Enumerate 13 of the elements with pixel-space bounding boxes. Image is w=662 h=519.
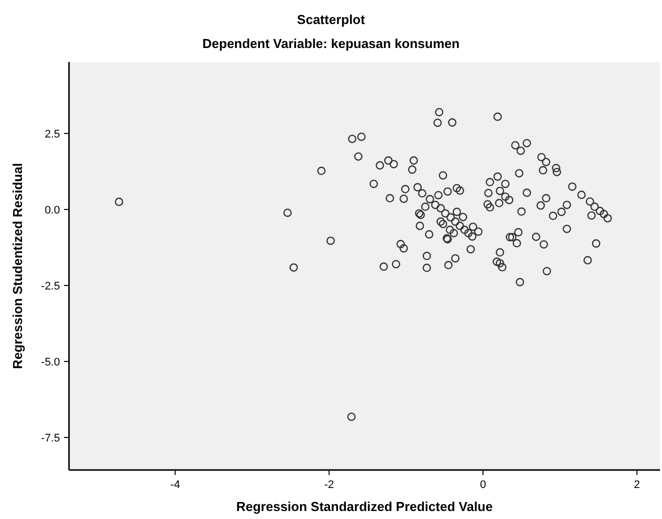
x-tick-label: 2: [634, 479, 640, 491]
y-tick-label: -2.5: [41, 280, 60, 292]
chart-title: Scatterplot: [297, 12, 366, 27]
y-tick-label: -5.0: [41, 356, 60, 368]
x-axis-title: Regression Standardized Predicted Value: [236, 499, 493, 514]
y-tick-label: 0.0: [44, 204, 60, 216]
x-tick-label: -4: [170, 479, 180, 491]
chart-subtitle: Dependent Variable: kepuasan konsumen: [202, 36, 460, 51]
x-tick-label: 0: [480, 479, 486, 491]
y-tick-label: -7.5: [41, 432, 60, 444]
x-tick-label: -2: [324, 479, 334, 491]
y-axis-title: Regression Studentized Residual: [10, 163, 25, 369]
y-tick-label: 2.5: [44, 128, 60, 140]
